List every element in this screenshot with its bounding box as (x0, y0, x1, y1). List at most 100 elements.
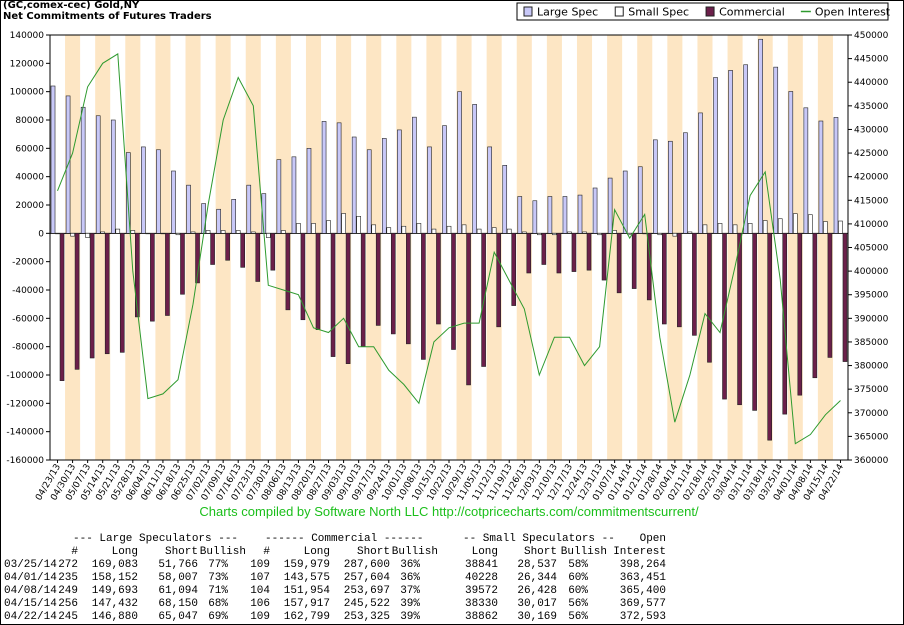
bar (80, 106, 86, 234)
table-cell: 51,766 (158, 559, 198, 571)
bar (571, 233, 577, 272)
y2-tick-label: 375000 (854, 385, 889, 395)
bar (812, 233, 818, 379)
legend-label: Large Spec (537, 6, 598, 19)
y-tick-label: 40000 (15, 173, 44, 183)
y-tick-label: -140000 (6, 428, 44, 438)
bar (266, 233, 271, 238)
stripe (275, 35, 291, 460)
bar (767, 233, 772, 441)
stripe (486, 35, 502, 460)
bar (250, 231, 256, 234)
bar (55, 233, 60, 235)
bar (291, 156, 297, 234)
table-header: Bullish (200, 546, 246, 558)
bar (180, 233, 185, 295)
bar (270, 233, 276, 271)
bar (631, 233, 637, 289)
table-cell: 58% (568, 559, 588, 571)
y2-tick-label: 370000 (854, 409, 889, 419)
table-cell: 39% (400, 611, 420, 623)
table-cell: 60% (568, 585, 588, 597)
bar (511, 233, 517, 306)
bar (752, 233, 757, 411)
table-header: Short (524, 546, 557, 558)
bar (607, 177, 613, 234)
table-cell: 38841 (465, 559, 498, 571)
table-cell: 249 (58, 585, 78, 597)
y-tick-label: -20000 (12, 258, 44, 268)
table-cell: 398,264 (620, 559, 667, 571)
table-header: Bullish (392, 546, 438, 558)
stripe (245, 35, 261, 460)
y2-tick-label: 360000 (854, 456, 889, 466)
bar (652, 139, 658, 234)
bar (451, 233, 456, 350)
y-tick-label: 0 (38, 229, 44, 239)
legend-label: Small Spec (628, 6, 689, 19)
bar (637, 166, 643, 234)
chart-subtitle: Net Commitments of Futures Traders (3, 11, 212, 22)
table-cell: 39% (400, 598, 420, 610)
y2-tick-label: 420000 (854, 173, 889, 183)
bar (446, 225, 452, 234)
bar (661, 233, 667, 325)
table-cell: 253,697 (344, 585, 390, 597)
bar (427, 146, 432, 234)
bar (175, 233, 181, 236)
table-cell: 151,954 (284, 585, 331, 597)
bar (326, 220, 331, 234)
bar (104, 233, 110, 355)
bar (657, 233, 663, 236)
bar (823, 221, 828, 234)
table-cell: 107 (250, 572, 270, 584)
bar (321, 121, 327, 234)
bar (827, 233, 833, 358)
bar (171, 170, 176, 234)
bar (341, 213, 346, 234)
y2-tick-label: 395000 (854, 291, 889, 301)
table-cell: 169,083 (92, 559, 138, 571)
bar (541, 233, 547, 265)
bar (526, 233, 532, 274)
bar (517, 196, 523, 234)
bar (586, 233, 592, 271)
bar (717, 223, 723, 234)
bar (797, 233, 803, 396)
table-header: Bullish (561, 546, 607, 558)
bar (300, 233, 306, 321)
bar (246, 184, 252, 234)
table-cell: 37% (400, 585, 420, 597)
stripe (516, 35, 532, 460)
table-cell: 38330 (465, 598, 498, 610)
y2-tick-label: 445000 (854, 55, 889, 65)
bar (732, 224, 738, 234)
table-cell: 158,152 (92, 572, 138, 584)
bar (336, 122, 342, 234)
bar (235, 230, 241, 234)
table-group: ------ Commercial ------ (265, 533, 423, 545)
bar (737, 233, 742, 406)
bar (156, 149, 161, 234)
table-cell: 04/08/14 (4, 585, 57, 597)
table-cell: 65,047 (158, 611, 198, 623)
bar (231, 199, 237, 234)
stripe (366, 35, 382, 460)
bar (818, 120, 824, 234)
bar (833, 117, 839, 234)
y-tick-label: -100000 (6, 371, 44, 381)
bar (119, 233, 125, 353)
y-tick-label: -80000 (12, 343, 44, 353)
bar (375, 233, 381, 326)
table-cell: 38862 (465, 611, 498, 623)
table-cell: 157,917 (284, 598, 330, 610)
bar (476, 228, 482, 234)
bar (115, 228, 121, 234)
bar (713, 77, 718, 234)
bar (240, 233, 246, 268)
bar (216, 208, 221, 234)
table-cell: 256 (58, 598, 78, 610)
table-cell: 58,007 (158, 572, 198, 584)
bar (698, 112, 703, 234)
stripe (125, 35, 141, 460)
